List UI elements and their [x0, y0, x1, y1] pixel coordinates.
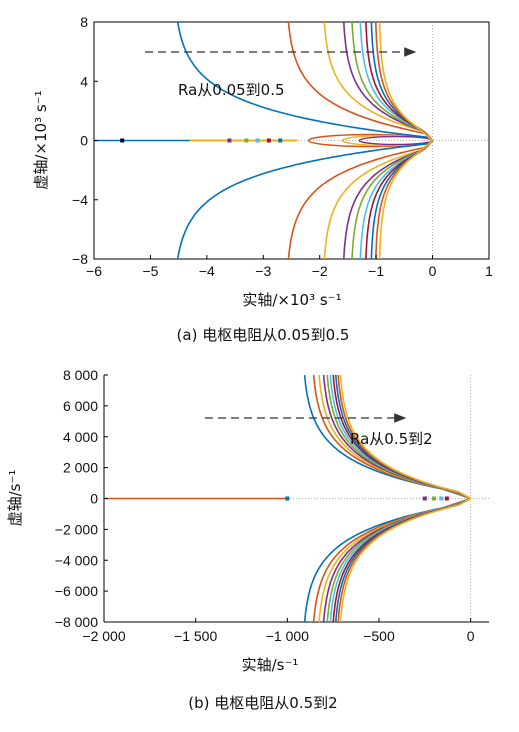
- locus-branch: [287, 21, 434, 142]
- locus-branch: [378, 21, 434, 142]
- pole-marker: [285, 496, 290, 501]
- locus-branch: [343, 139, 434, 260]
- x-tick-label: −2: [312, 263, 328, 279]
- locus-branch: [312, 374, 471, 500]
- locus-branch: [303, 374, 471, 500]
- locus-branch: [318, 497, 471, 623]
- pole-marker: [444, 496, 449, 501]
- y-tick-label: 2 000: [63, 460, 98, 476]
- locus-branch: [370, 22, 434, 142]
- x-axis-label: 实轴/×10³ s⁻¹: [242, 291, 341, 309]
- x-tick-label: −500: [363, 628, 395, 644]
- pole-marker: [244, 138, 249, 143]
- locus-branch: [303, 497, 471, 623]
- y-tick-label: −4 000: [55, 552, 98, 568]
- y-tick-label: 8: [80, 14, 88, 30]
- y-axis-label: 虚轴/s⁻¹: [6, 470, 24, 527]
- locus-branch: [375, 22, 434, 142]
- x-tick-label: −5: [142, 263, 158, 279]
- locus-branch: [176, 21, 434, 142]
- chart-b-ticks-group: −2 000 −1 500 −1 000 −500 0 −8 000 −6 000 −4 00…: [55, 367, 475, 644]
- locus-branch: [326, 497, 472, 623]
- chart-b: −2 000 −1 500 −1 000 −500 0 −8 000 −6 000 −4 00…: [6, 367, 489, 712]
- x-tick-label: 1: [485, 263, 493, 279]
- x-tick-label: 0: [467, 628, 475, 644]
- locus-branch: [359, 21, 434, 142]
- chart-a-series-group: [94, 21, 489, 260]
- y-tick-label: −8 000: [55, 614, 98, 630]
- x-tick-label: −3: [255, 263, 271, 279]
- locus-branch: [351, 139, 434, 259]
- locus-branch: [365, 22, 434, 142]
- chart-b-series-group: [103, 374, 489, 623]
- x-tick-label: −1 000: [266, 628, 309, 644]
- y-tick-label: −6 000: [55, 583, 98, 599]
- y-tick-label: 0: [90, 491, 98, 507]
- pole-marker: [278, 138, 283, 143]
- pole-marker: [227, 138, 232, 143]
- y-tick-label: −4: [72, 192, 88, 208]
- caption-a: (a) 电枢电阻从0.05到0.5: [177, 326, 350, 344]
- chart-a: −6 −5 −4 −3 −2 −1 0 1 −8 −4 0 4 8 Ra从0.05到0.5 实轴/×10…: [32, 14, 493, 344]
- locus-branch: [339, 497, 472, 623]
- x-axis-label: 实轴/s⁻¹: [242, 656, 299, 674]
- locus-branch: [378, 139, 434, 260]
- locus-branch: [323, 139, 434, 260]
- pole-marker: [255, 138, 260, 143]
- locus-branch: [339, 374, 472, 500]
- x-tick-label: −4: [199, 263, 215, 279]
- y-tick-label: −8: [72, 251, 88, 267]
- y-tick-label: 0: [80, 133, 88, 149]
- locus-branch: [343, 21, 434, 142]
- pole-marker: [422, 496, 427, 501]
- y-tick-label: 8 000: [63, 367, 98, 383]
- locus-branch: [176, 139, 434, 260]
- x-tick-label: 0: [429, 263, 437, 279]
- x-tick-label: −1: [368, 263, 384, 279]
- locus-branch: [365, 139, 434, 259]
- annotation-text: Ra从0.5到2: [350, 430, 433, 448]
- annotation-text: Ra从0.05到0.5: [178, 81, 285, 99]
- caption-b: (b) 电枢电阻从0.5到2: [188, 694, 337, 712]
- y-tick-label: 4: [80, 73, 88, 89]
- locus-branch: [322, 374, 471, 500]
- y-tick-label: 6 000: [63, 398, 98, 414]
- locus-branch: [375, 139, 434, 259]
- x-tick-label: −6: [86, 263, 102, 279]
- locus-branch: [312, 497, 471, 623]
- locus-branch: [323, 21, 434, 142]
- y-tick-label: −2 000: [55, 521, 98, 537]
- locus-branch: [322, 497, 471, 623]
- x-tick-label: −2 000: [82, 628, 125, 644]
- pole-marker: [432, 496, 436, 501]
- y-axis-label: 虚轴/×10³ s⁻¹: [32, 90, 50, 189]
- x-tick-label: −1 500: [174, 628, 217, 644]
- pole-marker: [266, 138, 271, 143]
- locus-branch: [318, 374, 471, 500]
- chart-a-ticks-group: −6 −5 −4 −3 −2 −1 0 1 −8 −4 0 4 8: [72, 14, 493, 279]
- locus-branch: [370, 139, 434, 259]
- pole-marker: [439, 496, 444, 501]
- locus-branch: [287, 139, 434, 260]
- locus-branch: [351, 22, 434, 142]
- locus-branch: [359, 139, 434, 260]
- pole-marker: [120, 138, 125, 143]
- y-tick-label: 4 000: [63, 429, 98, 445]
